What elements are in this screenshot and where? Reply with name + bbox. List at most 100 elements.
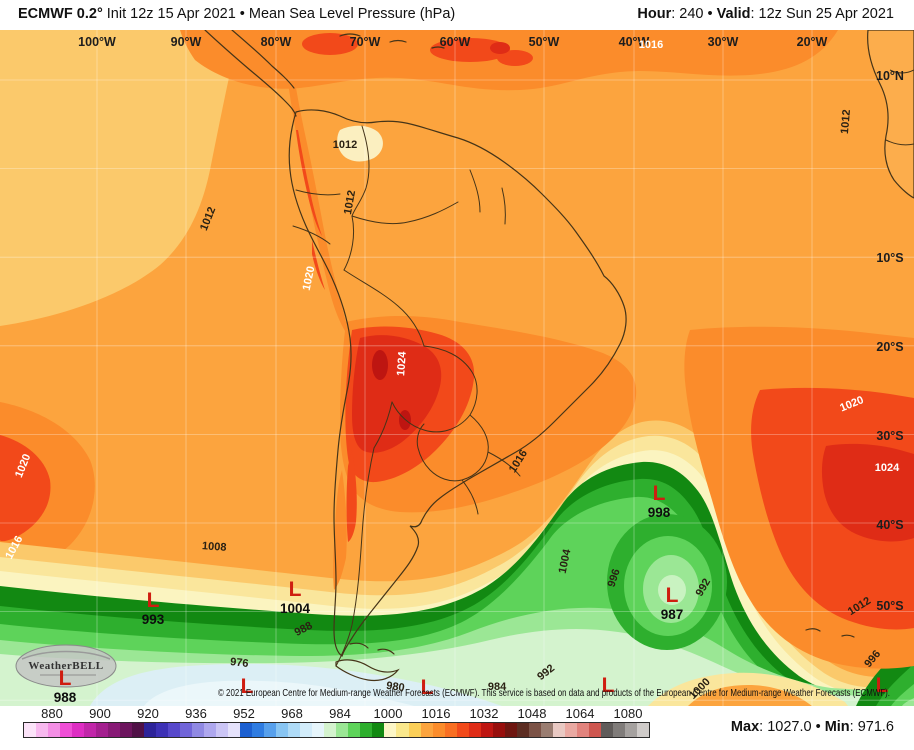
copyright-text: © 2021 European Centre for Medium-range … bbox=[218, 687, 890, 699]
lon-label: 50°W bbox=[529, 35, 560, 49]
low-marker-L: L bbox=[421, 676, 434, 699]
colorbar-segment bbox=[600, 723, 613, 737]
colorbar-segment bbox=[108, 723, 121, 737]
lat-label: 10°N bbox=[876, 69, 904, 83]
contour-label: 1012 bbox=[839, 109, 853, 134]
colorbar-segment bbox=[516, 723, 529, 737]
lat-label: 30°S bbox=[876, 429, 903, 443]
colorbar-segment bbox=[348, 723, 361, 737]
colorbar-segment bbox=[168, 723, 181, 737]
africa-landmass bbox=[867, 30, 914, 199]
title-rest: Init 12z 15 Apr 2021 • Mean Sea Level Pr… bbox=[102, 6, 456, 22]
colorbar-tick: 968 bbox=[281, 706, 303, 721]
logo-swoosh bbox=[21, 650, 111, 660]
colorbar-tick: 936 bbox=[185, 706, 207, 721]
lon-label: 70°W bbox=[350, 35, 381, 49]
low-marker-L: L bbox=[59, 667, 72, 690]
title: ECMWF 0.2° Init 12z 15 Apr 2021 • Mean S… bbox=[18, 6, 455, 22]
bullet: • bbox=[815, 719, 825, 735]
contour-label: 1012 bbox=[333, 139, 357, 151]
low-marker-L: L bbox=[876, 674, 889, 697]
colorbar-segment bbox=[228, 723, 241, 737]
lon-label: 100°W bbox=[78, 35, 116, 49]
colorbar-segment bbox=[36, 723, 49, 737]
low-marker-L: L bbox=[666, 584, 679, 607]
contour-label: 1008 bbox=[202, 540, 227, 554]
colorbar-segment bbox=[156, 723, 169, 737]
colorbar-segment bbox=[480, 723, 493, 737]
min-value: : 971.6 bbox=[849, 719, 894, 735]
contour-label: 1012 bbox=[342, 189, 358, 215]
colorbar-segment bbox=[240, 723, 253, 737]
longitude-labels: 100°W 90°W 80°W 70°W 60°W 50°W 40°W 30°W 20°W bbox=[78, 35, 827, 49]
colorbar-segment bbox=[132, 723, 145, 737]
min-label: Min bbox=[824, 719, 850, 735]
colorbar-segment bbox=[204, 723, 217, 737]
colorbar-segment bbox=[420, 723, 433, 737]
colorbar-segment bbox=[144, 723, 157, 737]
colorbar-tick: 1080 bbox=[613, 706, 643, 721]
max-min-readout: Max: 1027.0 • Min: 971.6 bbox=[731, 719, 894, 735]
low-marker-L: L bbox=[241, 675, 254, 698]
colorbar-segment bbox=[324, 723, 337, 737]
colorbar-segment bbox=[60, 723, 73, 737]
hour-label: Hour bbox=[637, 6, 672, 22]
low-marker-L: L bbox=[289, 578, 302, 601]
colorbar-tick: 1032 bbox=[469, 706, 499, 721]
contour-label: 1004 bbox=[557, 547, 574, 574]
colorbar-segment bbox=[612, 723, 625, 737]
max-label: Max bbox=[730, 719, 760, 735]
low-marker-value: 998 bbox=[648, 505, 671, 520]
colorbar-segment bbox=[384, 723, 397, 737]
colorbar-segment bbox=[456, 723, 469, 737]
lat-label: 20°S bbox=[876, 340, 903, 354]
map-canvas: WeatherBELL 100°W 90°W 80°W 70°W 60°W 50°W 40°… bbox=[0, 30, 914, 706]
contour-label: 1024 bbox=[395, 350, 409, 376]
colorbar-segment bbox=[252, 723, 265, 737]
colorbar-tick: 952 bbox=[233, 706, 255, 721]
colorbar-segment bbox=[576, 723, 589, 737]
colorbar-segment bbox=[312, 723, 325, 737]
contour-label: 976 bbox=[230, 656, 250, 670]
colorbar-segment bbox=[180, 723, 193, 737]
colorbar-segment bbox=[48, 723, 61, 737]
contour-label: 1020 bbox=[301, 265, 318, 291]
colorbar-segment bbox=[120, 723, 133, 737]
colorbar-segment bbox=[432, 723, 445, 737]
lon-label: 80°W bbox=[261, 35, 292, 49]
low-marker-L: L bbox=[602, 674, 615, 697]
valid-value: : 12z Sun 25 Apr 2021 bbox=[750, 6, 895, 22]
colorbar-segment bbox=[444, 723, 457, 737]
colorbar-segment bbox=[588, 723, 601, 737]
latitude-labels: 10°N 10°S 20°S 30°S 40°S 50°S bbox=[876, 69, 904, 613]
colorbar-segment bbox=[468, 723, 481, 737]
valid-time: Hour: 240 • Valid: 12z Sun 25 Apr 2021 bbox=[637, 6, 894, 22]
colorbar-segment bbox=[396, 723, 409, 737]
colorbar-segment bbox=[552, 723, 565, 737]
logo-text: WeatherBELL bbox=[28, 660, 103, 672]
colorbar bbox=[23, 722, 650, 738]
colorbar-segment bbox=[492, 723, 505, 737]
colorbar-tick: 1000 bbox=[373, 706, 403, 721]
contour-label: 984 bbox=[488, 681, 507, 693]
colorbar-segment bbox=[504, 723, 517, 737]
lon-label: 20°W bbox=[797, 35, 828, 49]
colorbar-segment bbox=[564, 723, 577, 737]
low-marker-value: 1004 bbox=[280, 601, 311, 616]
colorbar-segment bbox=[216, 723, 229, 737]
contour-label: 980 bbox=[385, 680, 405, 694]
colorbar-tick: 1064 bbox=[565, 706, 595, 721]
low-marker-value: 987 bbox=[661, 607, 684, 622]
max-value: : 1027.0 bbox=[759, 719, 816, 735]
low-marker-value: 993 bbox=[142, 612, 165, 627]
lon-label: 40°W bbox=[619, 35, 650, 49]
colorbar-segment bbox=[72, 723, 85, 737]
contour-label: 996 bbox=[606, 567, 623, 588]
colorbar-tick: 984 bbox=[329, 706, 351, 721]
colorbar-tick: 1048 bbox=[517, 706, 547, 721]
weatherbell-logo: WeatherBELL bbox=[15, 644, 117, 688]
lat-label: 50°S bbox=[876, 599, 903, 613]
colorbar-segment bbox=[360, 723, 373, 737]
